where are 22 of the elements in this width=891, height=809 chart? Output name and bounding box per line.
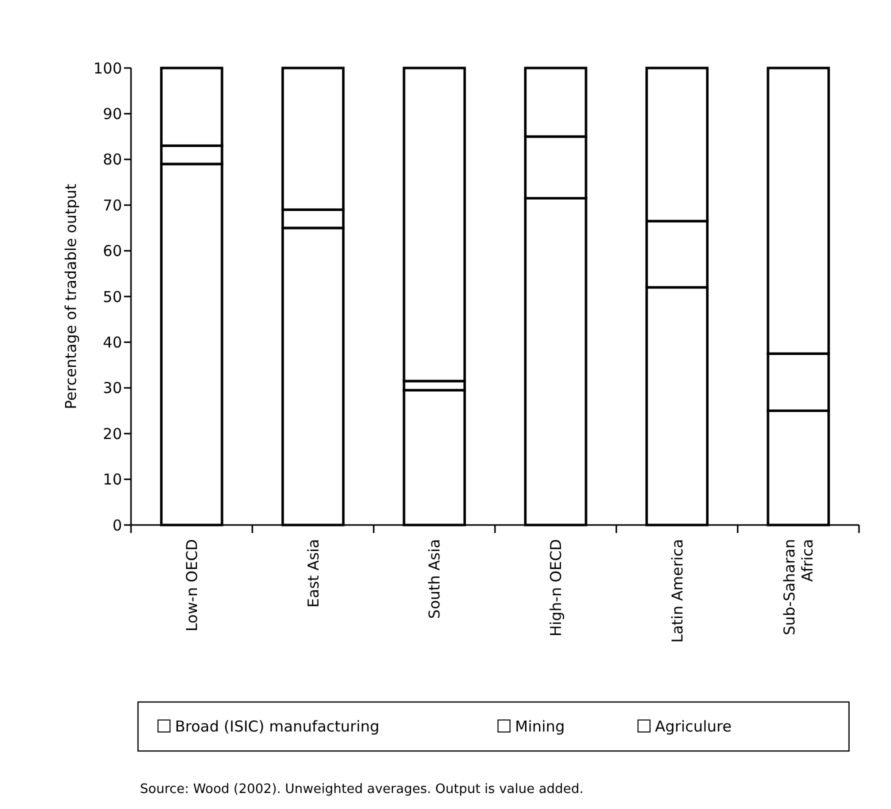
y-tick-label: 70 bbox=[102, 196, 122, 214]
y-tick-label: 10 bbox=[102, 470, 122, 489]
x-tick-label: Low-n OECD bbox=[182, 539, 201, 632]
x-tick-label: High-n OECD bbox=[546, 539, 565, 636]
x-tick-label: Sub-Saharan Africa bbox=[780, 539, 817, 636]
legend-label: Mining bbox=[515, 717, 565, 736]
source-note: Source: Wood (2002). Unweighted averages. Output is value added. bbox=[140, 782, 584, 797]
y-tick-label: 90 bbox=[102, 104, 122, 123]
legend-label: Broad (ISIC) manufacturing bbox=[175, 717, 380, 736]
legend-label: Agriculure bbox=[655, 717, 732, 736]
y-tick-label: 0 bbox=[112, 516, 122, 534]
y-tick-label: 60 bbox=[102, 242, 122, 260]
x-tick-label: South Asia bbox=[426, 539, 444, 619]
x-tick-label: Latin America bbox=[668, 539, 686, 643]
x-tick-label: East Asia bbox=[304, 539, 322, 608]
y-tick-label: 20 bbox=[102, 424, 122, 443]
y-tick-label: 30 bbox=[102, 379, 122, 398]
y-axis-title: Percentage of tradable output bbox=[62, 184, 80, 410]
y-tick-label: 100 bbox=[93, 59, 122, 78]
y-tick-label: 40 bbox=[102, 333, 122, 352]
y-tick-label: 80 bbox=[102, 150, 122, 169]
y-tick-label: 50 bbox=[102, 288, 122, 306]
